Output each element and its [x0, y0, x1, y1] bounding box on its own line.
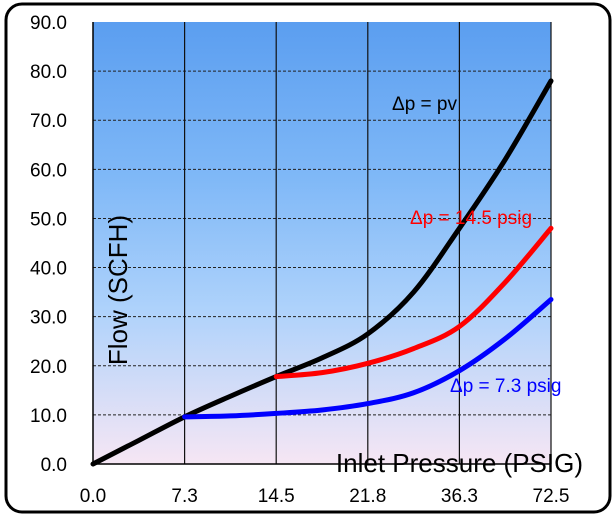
y-tick-label: 10.0	[30, 406, 67, 427]
x-tick-label: 36.3	[441, 486, 478, 507]
x-tick-label: 14.5	[258, 486, 295, 507]
x-tick-label: 72.5	[533, 486, 570, 507]
y-axis-ticks: 0.0 10.0 20.0 30.0 40.0 50.0 60.0 70.0 80.0 90.0	[30, 13, 67, 476]
series-label-14-5: Δp = 14.5 psig	[410, 208, 532, 229]
x-tick-label: 7.3	[171, 486, 197, 507]
y-axis-label: Flow (SCFH)	[103, 215, 133, 365]
x-tick-label: 21.8	[349, 486, 386, 507]
y-tick-label: 50.0	[30, 209, 67, 230]
plot-area	[93, 22, 551, 464]
series-label-pv: Δp = pv	[392, 94, 457, 115]
x-tick-label: 0.0	[80, 486, 106, 507]
y-tick-label: 40.0	[30, 259, 67, 280]
x-axis-ticks: 0.0 7.3 14.5 21.8 36.3 72.5	[80, 486, 570, 507]
y-tick-label: 70.0	[30, 111, 67, 132]
y-tick-label: 0.0	[41, 455, 67, 476]
series-line-1	[273, 225, 554, 380]
series-lines	[90, 78, 554, 467]
series-label-7-3: Δp = 7.3 psig	[450, 376, 561, 397]
series-line-0	[90, 78, 554, 467]
grid-lines	[92, 22, 552, 465]
y-tick-label: 20.0	[30, 357, 67, 378]
y-tick-label: 90.0	[30, 13, 67, 34]
x-axis-label: Inlet Pressure (PSIG)	[336, 448, 583, 478]
series-line-2	[182, 296, 554, 420]
y-tick-label: 60.0	[30, 160, 67, 181]
y-tick-label: 80.0	[30, 62, 67, 83]
y-tick-label: 30.0	[30, 308, 67, 329]
